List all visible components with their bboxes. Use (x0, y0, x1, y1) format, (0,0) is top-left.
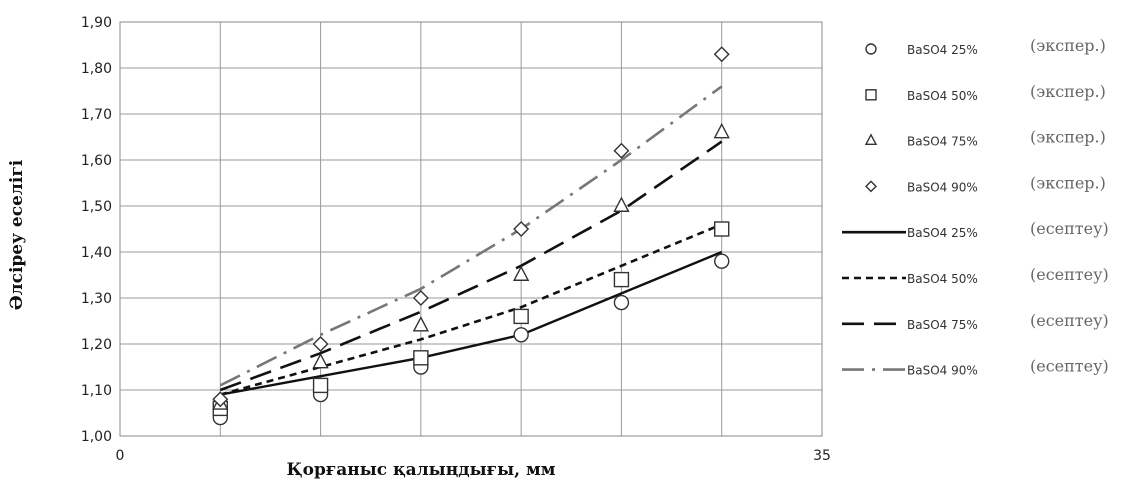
data-point-square (513, 308, 529, 325)
plot-frame (119, 21, 823, 437)
legend-item: BaSO4 90% (есептеу) (842, 357, 1109, 378)
y-tick-label: 1,40 (81, 245, 112, 261)
legend-item: BaSO4 75% (есептеу) (842, 311, 1109, 332)
series-line-BaSO4-25pct (220, 250, 723, 396)
y-tick-label: 1,70 (81, 107, 112, 123)
data-point-diamond (312, 336, 329, 352)
legend-series-name: BaSO4 90% (907, 364, 978, 378)
series-points-BaSO4-50pct (212, 221, 730, 417)
legend-item: BaSO4 90% (экспер.) (865, 173, 1106, 194)
x-tick-label: 0 (116, 448, 125, 464)
legend-series-tag: (есептеу) (1030, 265, 1109, 284)
series-points-BaSO4-90pct (212, 46, 730, 408)
legend-series-name: BaSO4 50% (907, 89, 978, 103)
data-point-triangle (412, 316, 430, 332)
legend-series-tag: (экспер.) (1030, 128, 1106, 147)
series-layer (212, 46, 730, 426)
legend-series-name: BaSO4 25% (907, 43, 978, 57)
data-point-diamond (412, 290, 429, 306)
series-line-BaSO4-75pct (219, 140, 723, 392)
series-line-BaSO4-50pct (219, 223, 723, 396)
data-point-circle (613, 294, 630, 311)
legend-series-name: BaSO4 25% (907, 226, 978, 240)
legend-series-name: BaSO4 75% (907, 135, 978, 149)
legend-series-name: BaSO4 50% (907, 272, 978, 286)
legend-marker-circle (865, 43, 877, 55)
legend-item: BaSO4 50% (есептеу) (842, 265, 1109, 286)
data-point-triangle (713, 122, 730, 139)
y-tick-label: 1,60 (81, 153, 112, 169)
data-point-square (413, 350, 429, 366)
data-point-square (714, 221, 730, 237)
series-line (219, 140, 723, 392)
data-point-diamond (513, 221, 530, 237)
legend-marker-diamond (865, 180, 877, 193)
legend-item: BaSO4 25% (экспер.) (865, 36, 1106, 57)
legend-item: BaSO4 50% (экспер.) (865, 82, 1106, 103)
data-point-diamond (713, 46, 730, 63)
legend-series-tag: (экспер.) (1030, 82, 1106, 101)
legend-series-tag: (есептеу) (1030, 219, 1109, 238)
data-point-circle (714, 253, 730, 269)
series-line (219, 223, 723, 396)
data-point-square (613, 271, 630, 288)
legend-marker-square (865, 89, 877, 101)
y-tick-label: 1,30 (81, 291, 112, 307)
series-points-BaSO4-75pct (212, 122, 730, 410)
data-point-circle (513, 327, 529, 343)
legend-series-tag: (есептеу) (1030, 311, 1109, 330)
data-point-triangle (613, 196, 630, 212)
legend-series-tag: (есептеу) (1030, 357, 1109, 376)
data-point-diamond (613, 142, 630, 159)
y-tick-label: 1,20 (81, 337, 112, 353)
x-axis-label: Қорғаныс қалыңдығы, мм (287, 460, 556, 480)
y-tick-label: 1,10 (81, 383, 112, 399)
series-line-BaSO4-90pct (219, 85, 723, 387)
y-tick-label: 1,50 (81, 199, 112, 215)
legend-series-name: BaSO4 90% (907, 180, 978, 194)
legend-series-tag: (экспер.) (1030, 36, 1106, 55)
y-tick-labels: 1,00 1,10 1,20 1,30 1,40 1,50 1,60 1,70 1,80 1,90 (81, 15, 112, 445)
series-line (220, 250, 723, 396)
x-tick-labels: 0 35 (116, 448, 831, 464)
y-axis-label: Әлсіреу еселігі (7, 159, 27, 310)
y-tick-label: 1,90 (81, 15, 112, 31)
legend-item: BaSO4 75% (экспер.) (864, 128, 1106, 149)
x-tick-label: 35 (813, 448, 831, 464)
data-point-diamond (212, 391, 229, 408)
legend-series-name: BaSO4 75% (907, 318, 978, 332)
data-point-square (312, 377, 329, 394)
legend-series-tag: (экспер.) (1030, 173, 1106, 192)
series-line (219, 85, 723, 387)
y-tick-label: 1,80 (81, 61, 112, 77)
legend-item: BaSO4 25% (есептеу) (842, 219, 1109, 240)
legend-marker-triangle (864, 133, 878, 146)
y-tick-label: 1,00 (81, 429, 112, 445)
data-point-triangle (512, 265, 530, 281)
data-point-triangle (312, 352, 329, 369)
legend: BaSO4 25% (экспер.)BaSO4 50% (экспер.)BaSO… (842, 36, 1109, 378)
